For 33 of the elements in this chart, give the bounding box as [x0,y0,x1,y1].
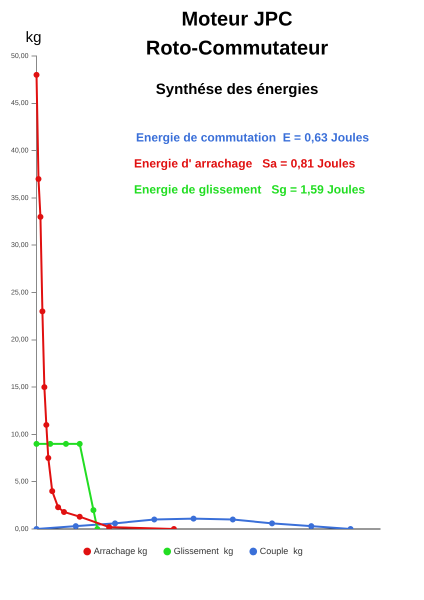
point [55,504,62,510]
point [106,524,112,529]
point [41,384,48,390]
legend-label: Glissement kg [174,546,234,556]
point [90,507,96,514]
point [34,72,40,78]
legend-label: Couple kg [260,546,303,556]
point [45,455,52,462]
point [43,422,50,428]
point [151,516,158,523]
y-axis-title: kg [26,29,42,46]
annotation: Energie de commutation E = 0,63 Joules [136,130,370,144]
point [35,176,42,182]
text: Moteur JPC [181,8,293,31]
point [76,514,83,520]
annotation: Energie de glissement Sg = 1,59 Joules [134,182,366,196]
annotation: Energie d' arrachage Sa = 0,81 Joules [134,156,356,170]
point [308,523,314,529]
point [49,488,56,494]
point [60,508,67,515]
point [37,214,44,220]
text: Synthése des énergies [156,81,318,98]
point [39,308,46,314]
text: Roto-Commutateur [146,38,328,60]
point [230,516,236,523]
point [190,516,197,522]
point [76,440,83,447]
point [269,520,276,526]
point [62,440,69,447]
point [112,520,118,526]
legend-label: Arrachage kg [94,546,148,556]
point [72,523,79,529]
point [34,440,40,447]
